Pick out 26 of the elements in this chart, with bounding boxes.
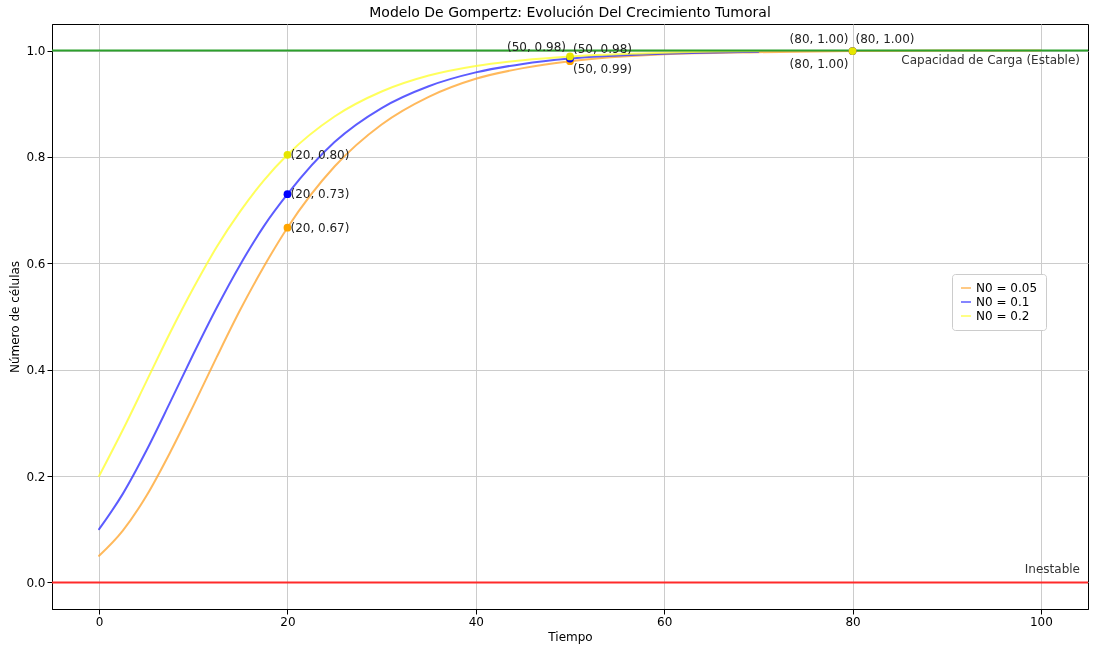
x-axis-title: Tiempo (547, 629, 593, 644)
annotation: (80, 1.00) (789, 32, 849, 47)
ref-line-label: Capacidad de Carga (Estable) (901, 52, 1080, 67)
ref-line-label: Inestable (1024, 562, 1080, 577)
x-tick-label: 0 (95, 614, 104, 629)
x-tick-label: 80 (845, 614, 861, 629)
x-tick-label: 100 (1029, 614, 1053, 629)
legend-label: N0 = 0.1 (976, 295, 1030, 309)
annotation: (80, 1.00) (855, 32, 915, 47)
x-tick-label: 20 (280, 614, 296, 629)
legend-label: N0 = 0.2 (976, 309, 1030, 323)
y-tick-label: 0.2 (26, 469, 46, 484)
y-axis-title: Número de células (8, 260, 23, 374)
chart-title: Modelo De Gompertz: Evolución Del Crecimiento Tumoral (369, 4, 771, 20)
legend-label: N0 = 0.05 (976, 281, 1038, 295)
y-tick-label: 0.0 (26, 575, 46, 590)
y-tick-label: 0.4 (26, 363, 46, 378)
y-tick-label: 1.0 (26, 44, 46, 59)
x-tick-label: 60 (657, 614, 673, 629)
annotation: (20, 0.67) (290, 220, 350, 235)
annotation: (50, 0.98) (507, 39, 566, 54)
annotation: (50, 0.99) (573, 62, 632, 77)
y-tick-label: 0.6 (26, 256, 46, 271)
y-tick-label: 0.8 (26, 150, 46, 165)
annotation: (80, 1.00) (789, 57, 849, 72)
x-tick-label: 40 (468, 614, 484, 629)
